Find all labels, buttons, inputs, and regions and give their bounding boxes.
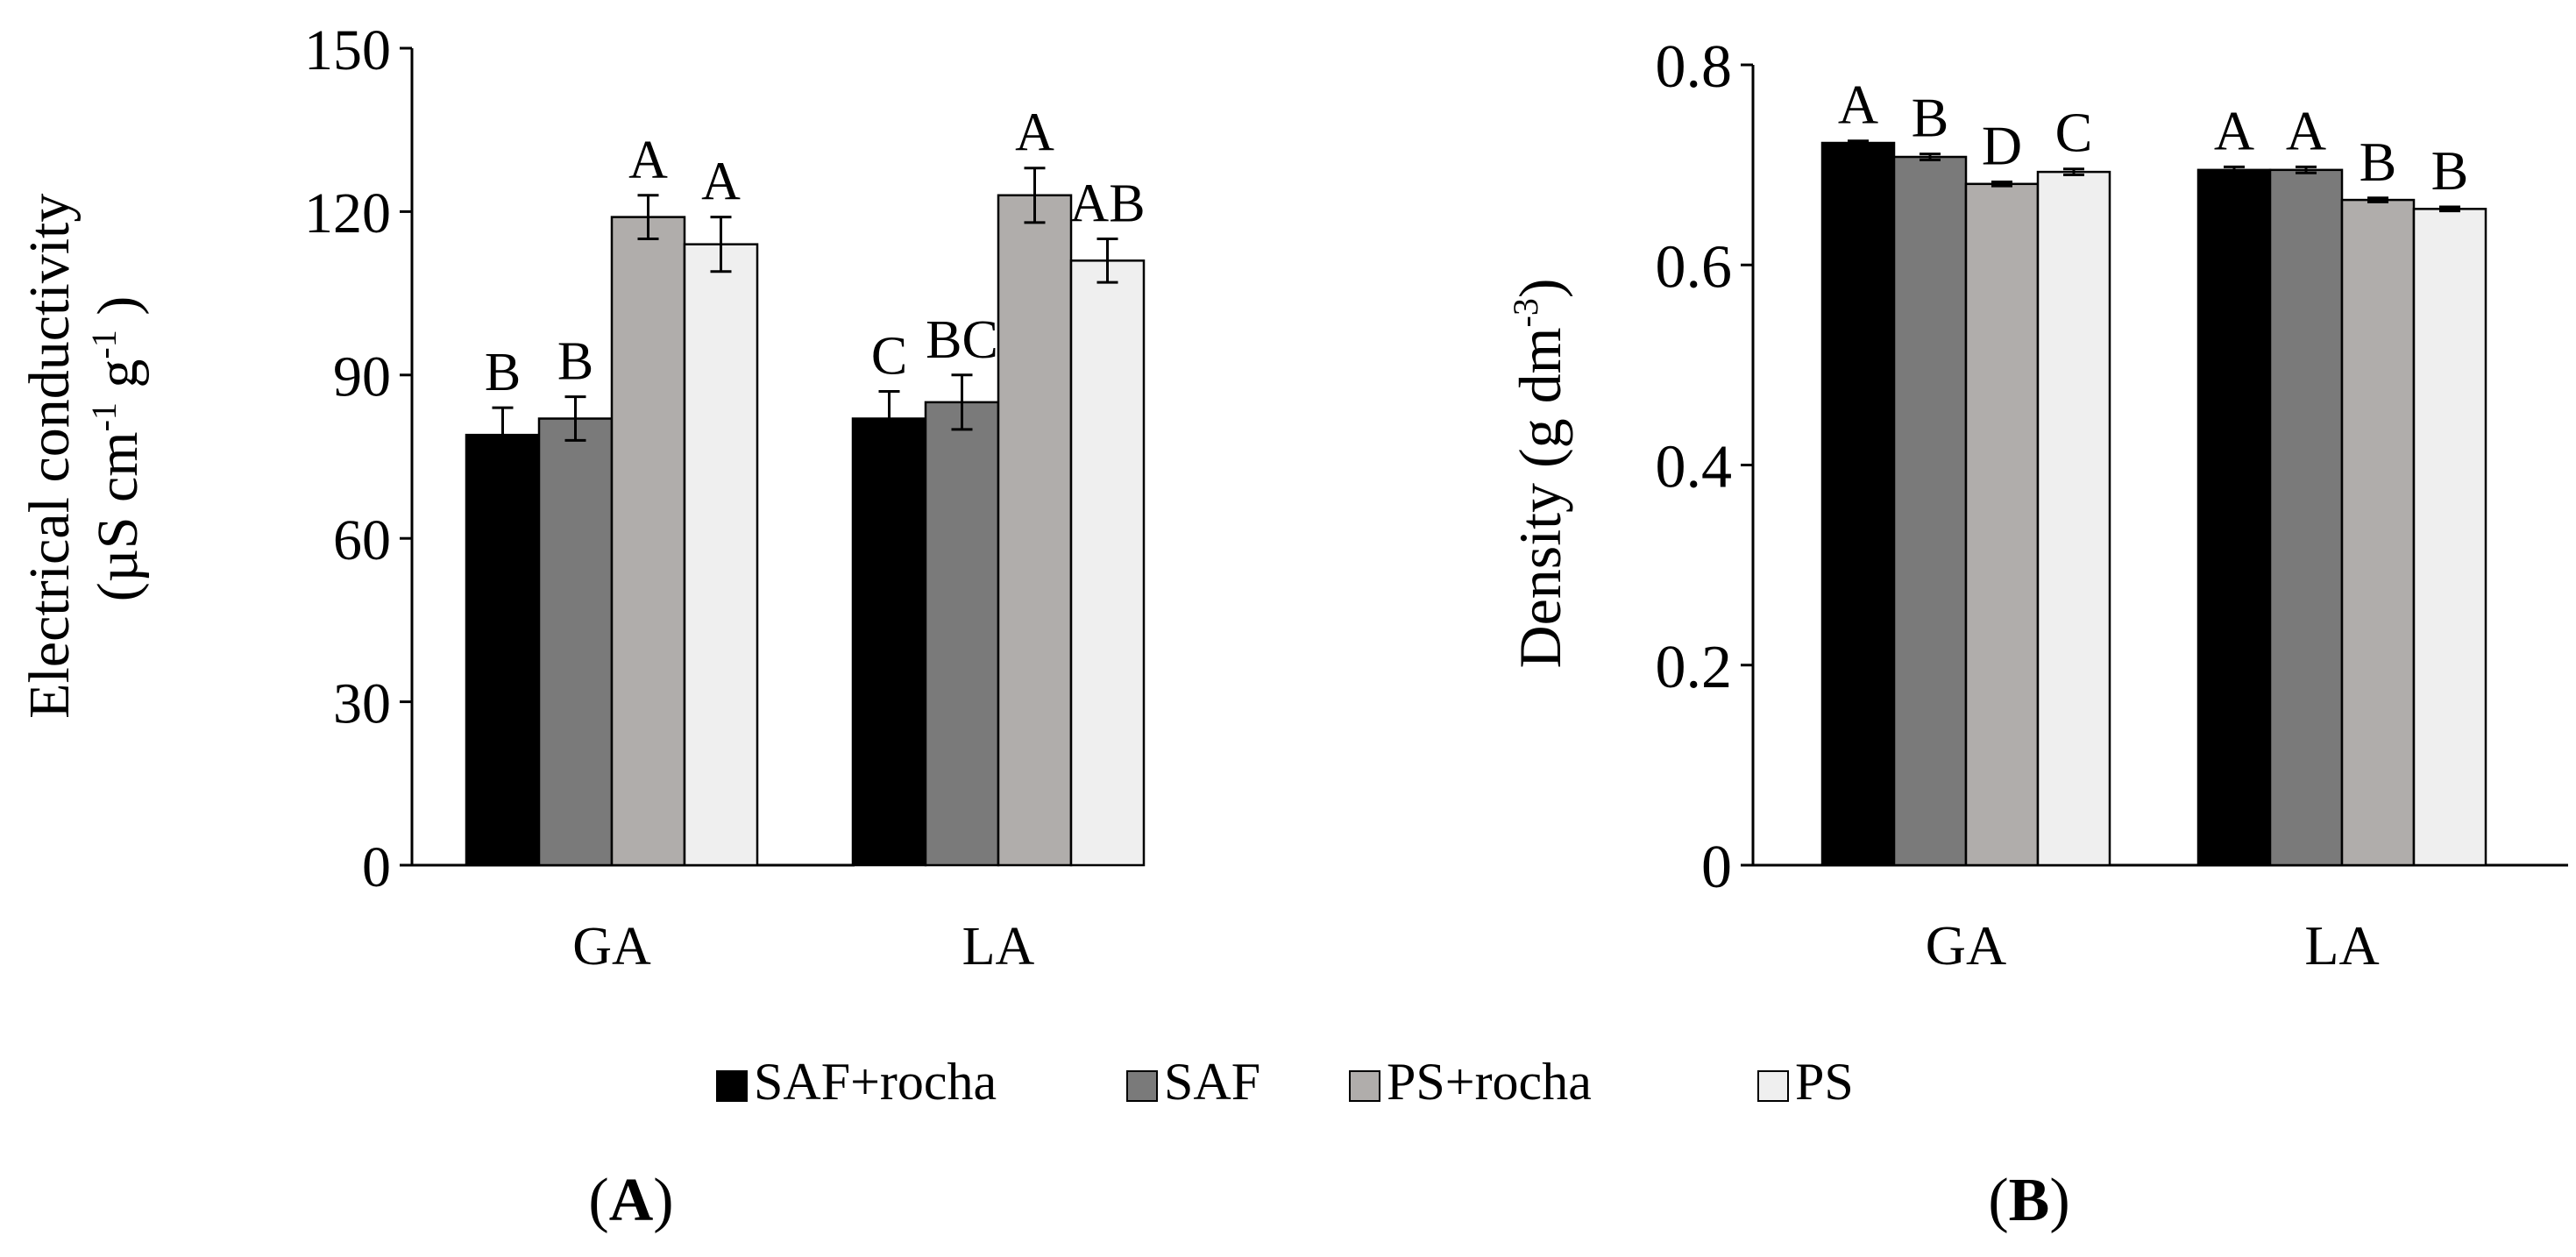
chart-a: Electrical conductivity (µS cm-1 g-1 ) 0…: [18, 18, 1146, 976]
chart-a-ytick-label: 60: [333, 508, 391, 572]
chart-a-ylabel: Electrical conductivity (µS cm-1 g-1 ): [18, 179, 150, 719]
chart-a-ytick-label: 150: [304, 18, 391, 82]
chart-b-ytick-label: 0.2: [1656, 634, 1733, 701]
chart-a-significance-letter: AB: [1069, 174, 1145, 233]
chart-b-bar: [1964, 182, 2040, 867]
chart-b-significance-letter: D: [1982, 115, 2022, 177]
chart-b-ytick-label: 0.6: [1656, 233, 1733, 301]
legend-swatch: [1757, 1070, 1789, 1102]
panel-label-a-letter: A: [609, 1167, 654, 1234]
chart-b-bar: [2268, 168, 2344, 867]
chart-a-ylabel-unit-mid: g: [86, 359, 150, 403]
chart-b-significance-letter: C: [2055, 102, 2093, 164]
chart-a-significance-letter: B: [557, 332, 593, 392]
chart-a-bar: [1069, 259, 1146, 867]
chart-a-ylabel-unit-suffix: ): [86, 296, 150, 330]
chart-a-xtick-label: LA: [962, 917, 1035, 976]
chart-b-significance-letter: A: [2286, 99, 2326, 161]
legend: SAF+rocha SAF PS+rocha PS: [716, 1053, 1854, 1111]
chart-a-bar: [924, 401, 1000, 867]
chart-a-significance-letter: A: [701, 153, 741, 212]
chart-b-ylabel-prefix: Density (g dm: [1507, 327, 1573, 668]
chart-a-bar: [683, 243, 759, 867]
legend-label: SAF: [1164, 1053, 1260, 1111]
chart-a-ytick-label: 90: [333, 345, 391, 409]
chart-a-bar: [465, 433, 541, 867]
chart-a-significance-letter: A: [1015, 103, 1054, 163]
chart-b-significance-letter: B: [2431, 139, 2469, 202]
chart-a-ytick-label: 30: [333, 671, 391, 735]
chart-b-xtick-label: GA: [1926, 914, 2006, 976]
chart-a-ytick-label: 120: [304, 181, 391, 245]
panel-label-b-letter: B: [2009, 1167, 2050, 1234]
chart-b-ytick-label: 0: [1701, 834, 1732, 901]
chart-b-significance-letter: B: [2360, 131, 2397, 193]
chart-b-significance-letter: B: [1912, 87, 1949, 149]
chart-a-ylabel-unit-prefix: (µS cm: [86, 431, 150, 601]
chart-a-bar: [537, 417, 614, 867]
chart-a-ylabel-line1: Electrical conductivity: [18, 194, 82, 719]
chart-b-bar: [2412, 208, 2487, 867]
chart-b-ylabel: Density (g dm-3): [1506, 278, 1573, 668]
chart-a-ytick-label: 0: [362, 835, 391, 899]
chart-a-ylabel-unit-sup2: -1: [84, 330, 124, 359]
chart-b-significance-letter: A: [2214, 99, 2254, 161]
chart-a-significance-letter: B: [485, 343, 521, 402]
chart-b-ylabel-sup: -3: [1506, 298, 1545, 327]
legend-label: PS+rocha: [1387, 1053, 1592, 1111]
chart-b-bar: [1892, 155, 1968, 867]
svg-text:(B): (B): [1988, 1167, 2069, 1234]
chart-b-bar: [1820, 141, 1896, 867]
chart-a-bar: [851, 417, 927, 867]
chart-b-bar: [2036, 170, 2111, 867]
chart-a-significance-letter: A: [628, 131, 668, 190]
chart-b-ytick-label: 0.4: [1656, 434, 1733, 501]
svg-text:(A): (A): [588, 1167, 673, 1234]
legend-label: PS: [1795, 1053, 1854, 1111]
panel-label-a: (A): [588, 1167, 673, 1234]
chart-a-bar: [997, 194, 1073, 867]
panel-label-b: (B): [1988, 1167, 2069, 1234]
chart-b-ytick-label: 0.8: [1656, 33, 1733, 101]
chart-a-ylabel-unit-sup1: -1: [84, 402, 124, 431]
chart-b-significance-letter: A: [1838, 74, 1878, 136]
legend-label: SAF+rocha: [754, 1053, 997, 1111]
chart-a-xtick-label: GA: [572, 917, 651, 976]
chart-a-significance-letter: BC: [926, 310, 998, 370]
legend-swatch: [716, 1070, 748, 1102]
chart-b-bar: [2196, 168, 2272, 867]
legend-swatch: [1126, 1070, 1158, 1102]
legend-swatch: [1349, 1070, 1380, 1102]
chart-b-bar: [2340, 198, 2416, 867]
chart-a-significance-letter: C: [871, 326, 907, 386]
chart-b-xtick-label: LA: [2304, 914, 2379, 976]
chart-a-bar: [610, 216, 686, 867]
chart-b-ylabel-suffix: ): [1507, 278, 1573, 298]
